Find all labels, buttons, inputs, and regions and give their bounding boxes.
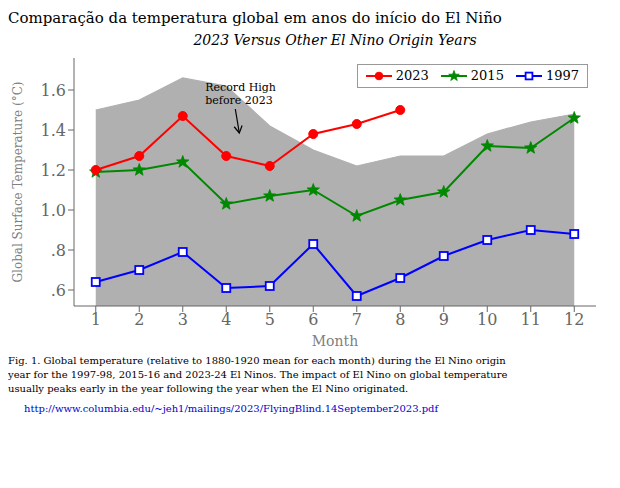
svg-text:1.2: 1.2 (41, 161, 66, 180)
svg-text:8: 8 (395, 310, 405, 329)
html-text:Fig. 1. Global temperature (re: Fig. 1. Global temperature (relative to … (8, 355, 508, 394)
html-text:2023: 2023 (395, 68, 429, 83)
svg-text:1.4: 1.4 (41, 121, 66, 140)
html-text:2015: 2015 (470, 68, 504, 83)
svg-text:2: 2 (134, 310, 144, 329)
svg-text:1: 1 (91, 310, 101, 329)
html-text:Comparação da temperatura glob: Comparação da temperatura global em anos… (8, 9, 502, 27)
svg-text:11: 11 (521, 310, 541, 329)
svg-text:1.0: 1.0 (41, 201, 66, 220)
svg-text:9: 9 (439, 310, 449, 329)
svg-text:.6: .6 (51, 281, 66, 300)
svg-text:7: 7 (352, 310, 362, 329)
svg-text:6: 6 (308, 310, 318, 329)
svg-text:10: 10 (477, 310, 497, 329)
svg-text:12: 12 (564, 310, 584, 329)
svg-text:4: 4 (221, 310, 231, 329)
html-text:http://www.columbia.edu/~jeh1/: http://www.columbia.edu/~jeh1/mailings/2… (24, 403, 439, 414)
svg-text:1.6: 1.6 (41, 81, 66, 100)
svg-text:Month: Month (312, 333, 358, 349)
svg-text:.8: .8 (51, 241, 66, 260)
svg-text:Record Highbefore 2023: Record Highbefore 2023 (205, 81, 276, 107)
svg-text:Global Surface Temperature (°C: Global Surface Temperature (°C) (11, 81, 25, 282)
html-text:2023 Versus Other El Nino Orig: 2023 Versus Other El Nino Origin Years (193, 32, 477, 48)
svg-text:3: 3 (178, 310, 188, 329)
svg-text:5: 5 (265, 310, 275, 329)
html-text:1997: 1997 (545, 68, 579, 83)
